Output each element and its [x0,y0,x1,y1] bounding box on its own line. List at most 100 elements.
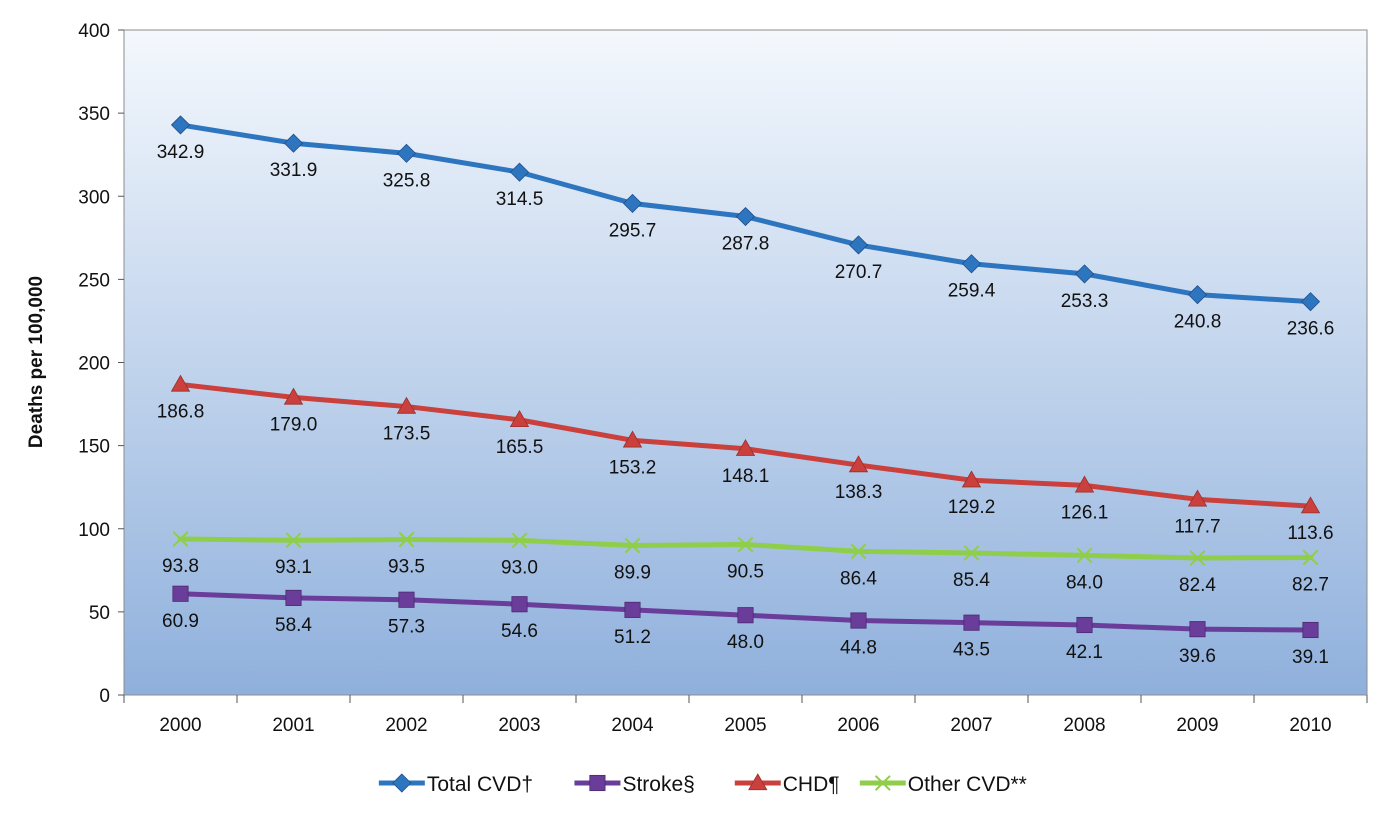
data-point [170,374,191,392]
legend-marker [874,775,891,791]
data-label: 126.1 [1061,502,1109,523]
data-label: 240.8 [1174,312,1222,333]
marker-stroke [285,532,302,549]
marker-stroke [850,543,867,560]
data-point [848,455,869,473]
data-point [285,532,302,549]
data-label: 314.5 [496,189,544,210]
y-tick-label: 100 [78,520,110,541]
data-point [396,396,417,414]
data-label: 270.7 [835,262,883,283]
data-label: 44.8 [840,638,877,659]
data-label: 342.9 [157,142,205,163]
marker-stroke [963,545,980,561]
data-label: 325.8 [383,170,431,191]
data-point [961,470,982,488]
x-tick-label: 2002 [385,715,427,736]
data-label: 84.0 [1066,572,1103,593]
legend-label: CHD¶ [783,773,840,796]
y-tick-label: 400 [78,21,110,42]
data-point [1074,475,1095,493]
marker-stroke [737,536,754,553]
data-label: 39.1 [1292,647,1329,668]
data-label: 331.9 [270,160,318,181]
legend-item: Total CVD† [378,773,533,796]
y-tick-label: 150 [78,437,110,458]
data-label: 259.4 [948,281,996,302]
x-tick-label: 2005 [724,715,766,736]
data-point [172,585,189,602]
marker-stroke [1189,550,1206,566]
data-point [511,532,528,549]
data-label: 253.3 [1061,291,1109,312]
data-label: 82.4 [1179,575,1216,596]
y-tick-label: 350 [78,104,110,125]
data-point [622,193,643,213]
legend-marker [392,773,412,793]
legend-item: Stroke§ [574,773,695,796]
data-point [624,601,641,618]
series-1 [172,585,1319,639]
data-label: 48.0 [727,632,764,653]
marker-stroke [511,532,528,549]
legend-label: Other CVD** [908,773,1027,796]
x-tick-label: 2007 [950,715,992,736]
data-label: 39.6 [1179,646,1216,667]
data-point [963,614,980,631]
data-point [509,410,530,428]
data-label: 89.9 [614,563,651,584]
data-label: 43.5 [953,640,990,661]
legend-label: Stroke§ [622,773,694,796]
data-point [1187,285,1208,305]
data-label: 287.8 [722,234,770,255]
marker-stroke [172,531,189,547]
data-point [1189,621,1206,638]
data-label: 60.9 [162,611,199,632]
marker-stroke [874,775,891,791]
data-point [737,607,754,624]
legend-item: CHD¶ [734,773,840,796]
data-point [961,254,982,274]
data-point [283,387,304,405]
data-point [1300,496,1321,514]
data-label: 295.7 [609,220,657,241]
series-2 [170,374,1321,514]
data-label: 138.3 [835,482,883,503]
data-label: 186.8 [157,401,205,422]
data-point [850,543,867,560]
data-point [737,536,754,553]
marker-stroke [624,537,641,554]
data-label: 129.2 [948,497,996,518]
data-label: 93.5 [388,557,425,578]
data-label: 148.1 [722,466,770,487]
legend-item: Other CVD** [859,773,1027,796]
data-point [172,531,189,547]
data-point [1302,621,1319,639]
x-tick-label: 2010 [1289,715,1331,736]
y-tick-label: 200 [78,354,110,375]
data-point [396,143,417,163]
x-tick-label: 2006 [837,715,879,736]
data-label: 165.5 [496,437,544,458]
data-point [283,133,304,153]
y-tick-label: 50 [89,603,110,624]
legend-marker [748,773,768,791]
data-label: 93.8 [162,556,199,577]
data-point [963,545,980,561]
data-label: 82.7 [1292,575,1329,596]
series-0 [170,115,1321,312]
data-label: 179.0 [270,414,318,435]
data-label: 236.6 [1287,319,1335,340]
data-label: 173.5 [383,424,431,445]
y-tick-label: 300 [78,187,110,208]
data-point [1076,547,1093,564]
data-point [1189,550,1206,566]
data-label: 57.3 [388,617,425,638]
data-label: 113.6 [1287,523,1333,544]
x-tick-label: 2008 [1063,715,1105,736]
x-tick-label: 2004 [611,715,654,736]
marker-stroke [398,531,415,548]
series-3 [172,531,1319,566]
data-point [624,537,641,554]
